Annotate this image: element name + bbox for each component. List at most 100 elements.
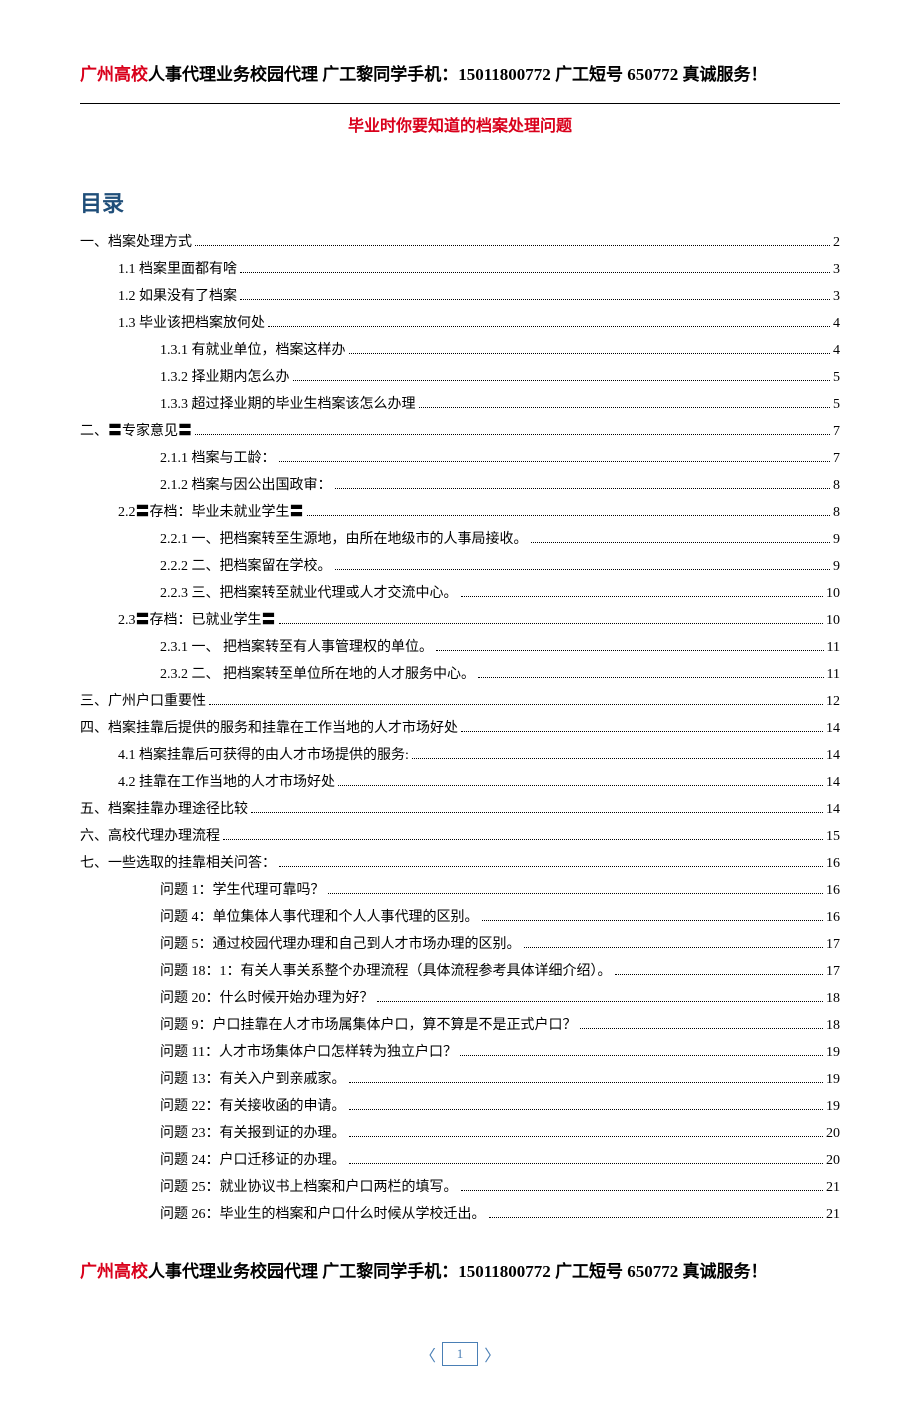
- toc-entry-label: 2.2.3 三、把档案转至就业代理或人才交流中心。: [160, 583, 458, 604]
- toc-entry[interactable]: 1.3.2 择业期内怎么办 5: [80, 367, 840, 388]
- toc-entry-label: 问题 22：有关接收函的申请。: [160, 1096, 346, 1117]
- toc-entry-page: 3: [833, 259, 840, 280]
- toc-entry[interactable]: 六、高校代理办理流程 15: [80, 826, 840, 847]
- toc-entry-label: 2.2〓存档：毕业未就业学生〓: [118, 502, 304, 523]
- toc-entry[interactable]: 2.3.1 一、 把档案转至有人事管理权的单位。11: [80, 637, 840, 658]
- toc-entry[interactable]: 2.2.3 三、把档案转至就业代理或人才交流中心。10: [80, 583, 840, 604]
- toc-entry-page: 5: [833, 394, 840, 415]
- toc-entry[interactable]: 1.3 毕业该把档案放何处 4: [80, 313, 840, 334]
- toc-entry[interactable]: 二、〓专家意见〓7: [80, 421, 840, 442]
- toc-dots: [377, 1001, 824, 1002]
- toc-entry-label: 1.1 档案里面都有啥: [118, 259, 237, 280]
- toc-entry-label: 问题 23：有关报到证的办理。: [160, 1123, 346, 1144]
- banner-part1: 广州高校: [80, 65, 148, 84]
- toc-entry-label: 2.3.1 一、 把档案转至有人事管理权的单位。: [160, 637, 433, 658]
- toc-entry-label: 2.2.1 一、把档案转至生源地，由所在地级市的人事局接收。: [160, 529, 528, 550]
- toc-entry[interactable]: 问题 4：单位集体人事代理和个人人事代理的区别。 16: [80, 907, 840, 928]
- toc-entry-label: 1.2 如果没有了档案: [118, 286, 237, 307]
- toc-dots: [412, 758, 823, 759]
- toc-entry-label: 七、一些选取的挂靠相关问答：: [80, 853, 276, 874]
- toc-entry[interactable]: 问题 1：学生代理可靠吗？16: [80, 880, 840, 901]
- header-banner: 广州高校人事代理业务校园代理 广工黎同学手机：15011800772 广工短号 …: [80, 60, 840, 85]
- toc-dots: [461, 1190, 824, 1191]
- toc-entry-page: 15: [826, 826, 840, 847]
- toc-entry[interactable]: 四、档案挂靠后提供的服务和挂靠在工作当地的人才市场好处14: [80, 718, 840, 739]
- toc-entry-page: 19: [826, 1042, 840, 1063]
- toc-entry-label: 问题 13：有关入户到亲戚家。: [160, 1069, 346, 1090]
- toc-entry[interactable]: 三、广州户口重要性12: [80, 691, 840, 712]
- toc-entry-page: 4: [833, 340, 840, 361]
- toc-entry[interactable]: 2.2.2 二、把档案留在学校。9: [80, 556, 840, 577]
- toc-entry-label: 问题 26：毕业生的档案和户口什么时候从学校迁出。: [160, 1204, 486, 1225]
- toc-entry-label: 1.3.3 超过择业期的毕业生档案该怎么办理: [160, 394, 416, 415]
- toc-dots: [478, 677, 824, 678]
- toc-entry[interactable]: 4.1 档案挂靠后可获得的由人才市场提供的服务:14: [80, 745, 840, 766]
- toc-entry[interactable]: 4.2 挂靠在工作当地的人才市场好处14: [80, 772, 840, 793]
- toc-entry[interactable]: 2.2.1 一、把档案转至生源地，由所在地级市的人事局接收。9: [80, 529, 840, 550]
- toc-entry-page: 20: [826, 1150, 840, 1171]
- page-number-value: 1: [442, 1342, 479, 1366]
- toc-entry-label: 1.3.2 择业期内怎么办: [160, 367, 290, 388]
- toc-entry-page: 11: [827, 664, 840, 685]
- toc-dots: [460, 1055, 823, 1056]
- toc-entry[interactable]: 问题 20：什么时候开始办理为好？18: [80, 988, 840, 1009]
- document-page: 广州高校人事代理业务校园代理 广工黎同学手机：15011800772 广工短号 …: [0, 0, 920, 1406]
- toc-entry-page: 20: [826, 1123, 840, 1144]
- toc-entry[interactable]: 一、档案处理方式2: [80, 232, 840, 253]
- toc-dots: [524, 947, 824, 948]
- toc-dots: [240, 299, 830, 300]
- toc-entry[interactable]: 问题 22：有关接收函的申请。 19: [80, 1096, 840, 1117]
- toc-entry-page: 9: [833, 556, 840, 577]
- toc-entry-label: 1.3.1 有就业单位，档案这样办: [160, 340, 346, 361]
- toc-entry[interactable]: 2.2〓存档：毕业未就业学生〓8: [80, 502, 840, 523]
- toc-entry-page: 14: [826, 718, 840, 739]
- toc-dots: [349, 353, 831, 354]
- toc-entry[interactable]: 问题 13：有关入户到亲戚家。 19: [80, 1069, 840, 1090]
- toc-entry[interactable]: 问题 23：有关报到证的办理。 20: [80, 1123, 840, 1144]
- toc-entry[interactable]: 1.2 如果没有了档案 3: [80, 286, 840, 307]
- toc-entry-page: 18: [826, 1015, 840, 1036]
- toc-entry-label: 2.1.2 档案与因公出国政审：: [160, 475, 332, 496]
- page-number-container: 〉 1 〉: [80, 1342, 840, 1366]
- toc-entry-page: 16: [826, 907, 840, 928]
- footer-part1: 广州高校: [80, 1262, 148, 1281]
- toc-dots: [580, 1028, 824, 1029]
- toc-entry[interactable]: 2.3〓存档：已就业学生〓10: [80, 610, 840, 631]
- toc-entry-label: 五、档案挂靠办理途径比较: [80, 799, 248, 820]
- toc-entry-page: 21: [826, 1204, 840, 1225]
- toc-entry-label: 4.2 挂靠在工作当地的人才市场好处: [118, 772, 335, 793]
- toc-entry[interactable]: 2.1.2 档案与因公出国政审：8: [80, 475, 840, 496]
- toc-entry[interactable]: 七、一些选取的挂靠相关问答： 16: [80, 853, 840, 874]
- toc-entry-label: 1.3 毕业该把档案放何处: [118, 313, 265, 334]
- toc-entry-label: 问题 18：1：有关人事关系整个办理流程（具体流程参考具体详细介绍）。: [160, 961, 612, 982]
- toc-entry-page: 16: [826, 853, 840, 874]
- toc-entry-page: 2: [833, 232, 840, 253]
- toc-entry[interactable]: 1.3.3 超过择业期的毕业生档案该怎么办理 5: [80, 394, 840, 415]
- toc-dots: [335, 488, 831, 489]
- toc-entry[interactable]: 问题 26：毕业生的档案和户口什么时候从学校迁出。 21: [80, 1204, 840, 1225]
- toc-entry[interactable]: 1.3.1 有就业单位，档案这样办 4: [80, 340, 840, 361]
- toc-entry-label: 问题 4：单位集体人事代理和个人人事代理的区别。: [160, 907, 479, 928]
- toc-entry-page: 19: [826, 1069, 840, 1090]
- toc-entry[interactable]: 问题 24：户口迁移证的办理。20: [80, 1150, 840, 1171]
- toc-dots: [461, 731, 823, 732]
- toc-entry[interactable]: 问题 11：人才市场集体户口怎样转为独立户口？19: [80, 1042, 840, 1063]
- toc-entry[interactable]: 问题 5：通过校园代理办理和自己到人才市场办理的区别。17: [80, 934, 840, 955]
- toc-entry[interactable]: 问题 18：1：有关人事关系整个办理流程（具体流程参考具体详细介绍）。17: [80, 961, 840, 982]
- toc-entry[interactable]: 五、档案挂靠办理途径比较 14: [80, 799, 840, 820]
- toc-entry[interactable]: 2.3.2 二、 把档案转至单位所在地的人才服务中心。11: [80, 664, 840, 685]
- toc-entry[interactable]: 2.1.1 档案与工龄：7: [80, 448, 840, 469]
- toc-entry[interactable]: 1.1 档案里面都有啥 3: [80, 259, 840, 280]
- toc-entry-label: 2.3〓存档：已就业学生〓: [118, 610, 276, 631]
- document-title: 毕业时你要知道的档案处理问题: [80, 112, 840, 136]
- toc-entry-page: 14: [826, 799, 840, 820]
- toc-entry-page: 19: [826, 1096, 840, 1117]
- toc-entry[interactable]: 问题 25：就业协议书上档案和户口两栏的填写。21: [80, 1177, 840, 1198]
- horizontal-rule: [80, 103, 840, 104]
- toc-entry-label: 问题 25：就业协议书上档案和户口两栏的填写。: [160, 1177, 458, 1198]
- toc-entry[interactable]: 问题 9：户口挂靠在人才市场属集体户口，算不算是不是正式户口？18: [80, 1015, 840, 1036]
- page-number: 〉 1 〉: [420, 1342, 501, 1366]
- footer-banner: 广州高校人事代理业务校园代理 广工黎同学手机：15011800772 广工短号 …: [80, 1257, 840, 1282]
- toc-dots: [349, 1163, 824, 1164]
- table-of-contents: 一、档案处理方式2 1.1 档案里面都有啥 3 1.2 如果没有了档案 3 1.3 毕…: [80, 232, 840, 1225]
